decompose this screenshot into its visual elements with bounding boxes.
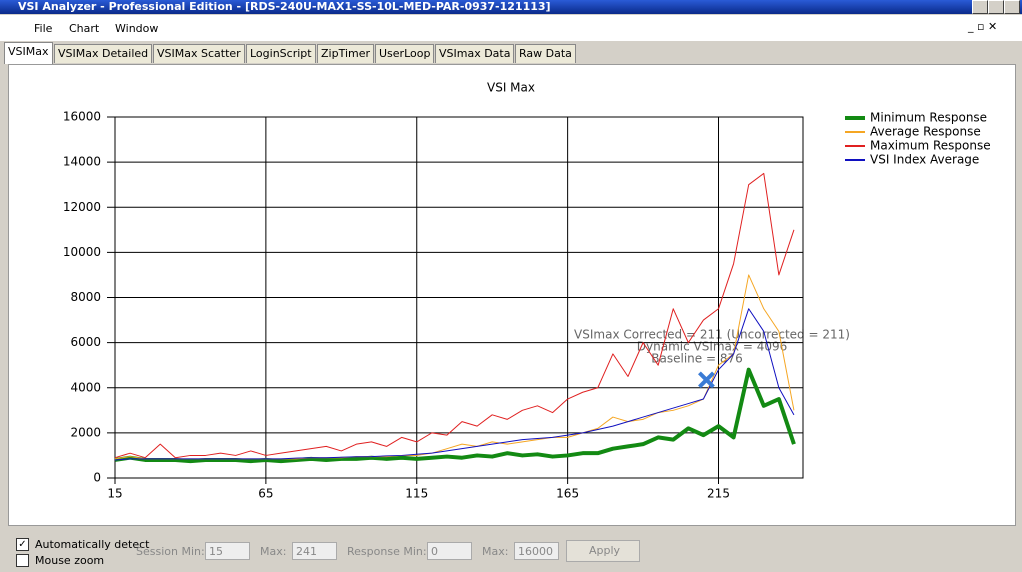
x-tick-label: 165 (556, 487, 579, 501)
tab[interactable]: UserLoop (375, 44, 435, 63)
checkbox-label: Automatically detect (35, 538, 150, 551)
y-tick-label: 2000 (70, 425, 101, 439)
window-title: VSI Analyzer - Professional Edition - [R… (18, 0, 551, 13)
vsimax-marker (698, 371, 715, 389)
tab[interactable]: VSIMax Scatter (153, 44, 245, 63)
chart-panel (8, 64, 1016, 526)
y-tick-label: 10000 (63, 245, 101, 259)
textbox[interactable]: 16000 (514, 542, 559, 560)
y-tick-label: 16000 (63, 110, 101, 124)
y-tick-label: 6000 (70, 335, 101, 349)
apply-button[interactable]: Apply (566, 540, 640, 562)
menu-item[interactable]: Chart (69, 22, 100, 35)
textbox[interactable]: 241 (292, 542, 337, 560)
tab[interactable]: VSImax Data (435, 44, 515, 63)
checkbox-label: Mouse zoom (35, 554, 105, 567)
legend-label: VSI Index Average (870, 153, 979, 167)
label: Session Min: (136, 545, 205, 558)
close[interactable] (1004, 0, 1020, 14)
label: Max: (260, 545, 287, 558)
y-tick-label: 4000 (70, 380, 101, 394)
y-tick-label: 12000 (63, 200, 101, 214)
tab[interactable]: LoginScript (246, 44, 316, 63)
minimize[interactable] (972, 0, 988, 14)
y-tick-label: 14000 (63, 155, 101, 169)
menu-bar (0, 15, 1022, 41)
legend-label: Maximum Response (870, 139, 991, 153)
series-line (114, 172, 795, 459)
y-tick-label: 0 (93, 471, 101, 485)
plot-frame (114, 116, 804, 479)
x-tick-label: 65 (258, 487, 273, 501)
textbox[interactable]: 0 (427, 542, 472, 560)
annotation: VSImax Corrected = 211 (Uncorrected = 21… (574, 328, 850, 342)
tab[interactable]: VSIMax Detailed (54, 44, 153, 63)
checkbox[interactable] (16, 554, 29, 567)
checkbox[interactable]: ✓ (16, 538, 29, 551)
tab[interactable]: Raw Data (515, 44, 576, 63)
chart-title: VSI Max (487, 81, 535, 95)
x-tick-label: 215 (707, 487, 730, 501)
restore[interactable] (988, 0, 1004, 14)
menu-item[interactable]: File (34, 22, 53, 35)
x-tick-label: 115 (405, 487, 428, 501)
y-tick-label: 8000 (70, 290, 101, 304)
title-bar: VSI Analyzer - Professional Edition - [R… (0, 0, 1022, 14)
textbox[interactable]: 15 (205, 542, 250, 560)
menu-item[interactable]: Window (115, 22, 159, 35)
tab[interactable]: VSIMax (4, 42, 53, 64)
annotation: Baseline = 876 (651, 352, 742, 366)
series-line (114, 367, 796, 464)
legend-label: Minimum Response (870, 111, 987, 125)
tab[interactable]: ZipTimer (317, 44, 375, 63)
series-line (114, 308, 795, 461)
mdi-buttons[interactable]: _ ▫ ✕ (968, 20, 998, 33)
label: Max: (482, 545, 509, 558)
legend-label: Average Response (870, 125, 981, 139)
label: Response Min: (347, 545, 427, 558)
chart: VSI Max VSImax Corrected = 211 (Uncorrec… (63, 81, 991, 501)
x-tick-label: 15 (107, 487, 122, 501)
